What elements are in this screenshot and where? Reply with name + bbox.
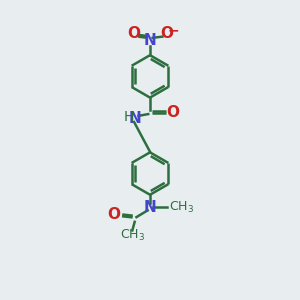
Text: N: N: [128, 111, 141, 126]
Text: O: O: [160, 26, 174, 41]
Text: O: O: [167, 105, 179, 120]
Text: N: N: [144, 33, 156, 48]
Text: CH$_3$: CH$_3$: [169, 200, 194, 215]
Text: O: O: [108, 207, 121, 222]
Text: CH$_3$: CH$_3$: [120, 228, 145, 243]
Text: H: H: [124, 110, 134, 124]
Text: N: N: [144, 200, 156, 214]
Text: −: −: [167, 23, 179, 37]
Text: O: O: [127, 26, 140, 41]
